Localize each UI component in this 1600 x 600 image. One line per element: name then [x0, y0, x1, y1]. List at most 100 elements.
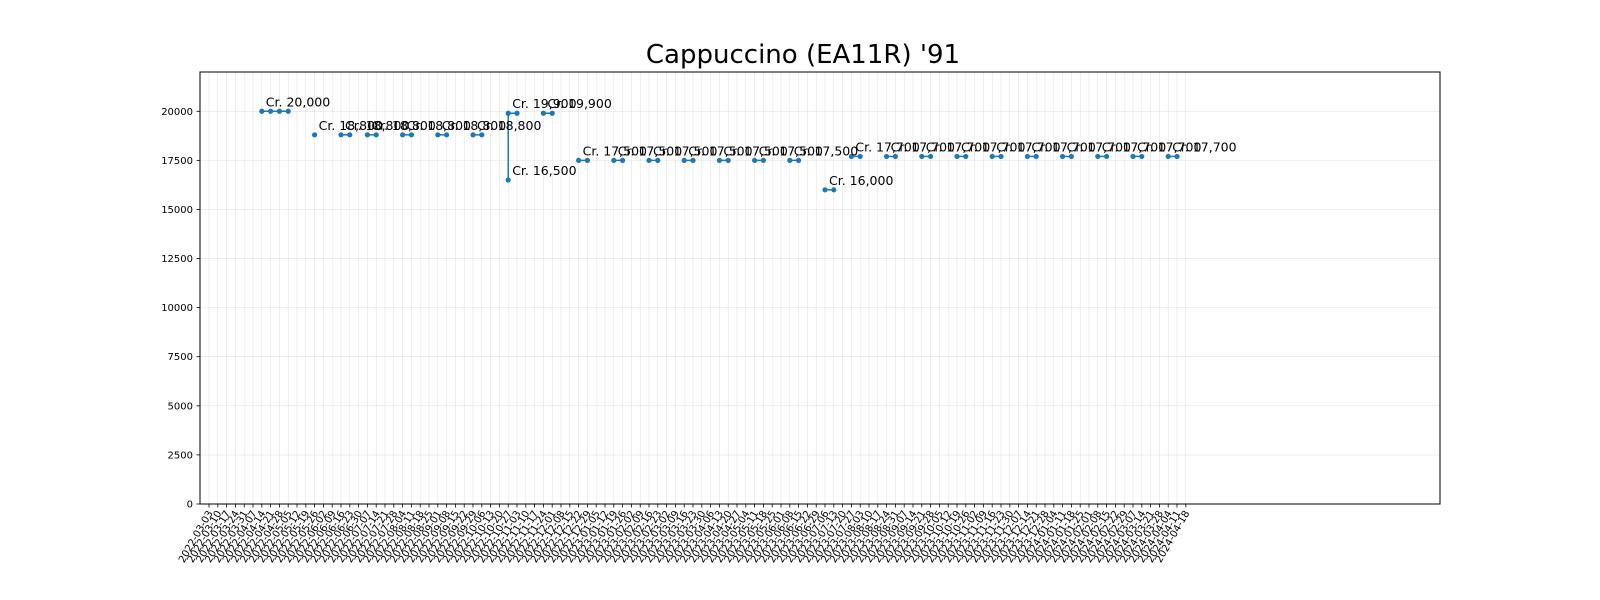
price-annotation: Cr. 18,800	[407, 118, 471, 133]
price-annotation: Cr. 17,700	[961, 139, 1025, 154]
price-point	[285, 108, 291, 114]
price-point	[1068, 153, 1074, 160]
price-point	[373, 132, 379, 138]
price-point	[620, 157, 626, 163]
price-annotation: Cr. 17,700	[855, 139, 919, 154]
price-annotation: Cr. 18,800	[442, 118, 506, 133]
price-annotation: Cr. 17,700	[1102, 139, 1166, 154]
price-annotation: Cr. 17,500	[794, 143, 858, 158]
price-point	[1060, 153, 1066, 160]
price-point	[822, 187, 828, 193]
chart-title: Cappuccino (EA11R) '91	[646, 40, 960, 70]
price-point	[408, 132, 414, 138]
price-point	[514, 110, 520, 116]
price-point	[690, 157, 696, 163]
price-point	[1174, 153, 1180, 160]
price-point	[505, 177, 511, 183]
price-point	[963, 153, 969, 160]
y-axis: 0 2500 5000 7500 10000 12500 15000 17500 20000	[161, 107, 200, 511]
price-annotation: Cr. 18,800	[319, 118, 383, 133]
price-point	[611, 157, 617, 163]
y-tick-label: 17500	[161, 156, 193, 167]
y-tick-label: 2500	[168, 450, 193, 461]
price-point	[400, 132, 406, 138]
price-point	[796, 157, 802, 163]
price-point	[989, 153, 995, 160]
price-point	[752, 157, 758, 163]
price-annotation: Cr. 18,800	[371, 118, 435, 133]
price-point	[1165, 153, 1171, 160]
price-annotation: Cr. 16,500	[512, 163, 576, 178]
price-point	[584, 157, 591, 163]
price-point	[540, 110, 547, 116]
price-annotation: Cr. 19,900	[512, 96, 576, 111]
price-point	[268, 108, 274, 114]
plot-frame	[199, 71, 1441, 505]
price-point	[928, 153, 934, 160]
y-tick-label: 0	[187, 500, 193, 511]
price-point	[338, 132, 344, 138]
price-point	[444, 132, 450, 138]
price-point	[470, 132, 476, 138]
price-annotation: Cr. 19,900	[547, 96, 611, 111]
price-point	[857, 153, 863, 160]
y-tick-label: 10000	[161, 303, 193, 314]
price-annotation: Cr. 17,700	[891, 139, 955, 154]
price-point	[954, 153, 960, 160]
x-axis: 2022-03-032022-03-102022-03-172022-03-24…	[177, 504, 1192, 565]
price-annotation: Cr. 17,700	[1172, 139, 1236, 154]
price-annotation: Cr. 17,500	[618, 143, 682, 158]
price-point	[479, 132, 485, 138]
price-annotation: Cr. 17,500	[583, 143, 647, 158]
price-annotation: Cr. 18,800	[345, 118, 409, 133]
price-point	[884, 153, 890, 160]
price-point	[1033, 153, 1039, 160]
price-annotation: Cr. 17,500	[688, 143, 752, 158]
y-tick-label: 7500	[168, 352, 193, 363]
price-annotation: Cr. 17,500	[759, 143, 823, 158]
price-point	[505, 110, 511, 116]
price-point	[347, 132, 353, 138]
price-point	[655, 157, 661, 163]
price-point	[760, 157, 767, 163]
price-point	[998, 153, 1004, 160]
y-tick-label: 5000	[168, 401, 193, 412]
price-point	[725, 157, 731, 163]
price-point	[576, 157, 582, 163]
price-point	[1139, 153, 1145, 160]
price-series	[259, 108, 1180, 193]
price-annotation: Cr. 17,700	[996, 139, 1060, 154]
price-point	[1104, 153, 1110, 160]
price-point	[549, 110, 555, 116]
price-annotation: Cr. 17,500	[653, 143, 717, 158]
price-point	[892, 153, 899, 160]
price-annotation: Cr. 17,500	[723, 143, 787, 158]
price-point	[831, 187, 837, 193]
price-point	[646, 157, 652, 163]
price-annotation: Cr. 20,000	[266, 94, 330, 109]
price-point	[787, 157, 793, 163]
price-point	[919, 153, 925, 160]
price-point	[312, 132, 318, 138]
price-annotation: Cr. 16,000	[829, 173, 893, 188]
price-point	[364, 132, 370, 138]
y-tick-label: 12500	[161, 254, 193, 265]
price-point	[276, 108, 282, 114]
price-point	[435, 132, 441, 138]
y-tick-label: 15000	[161, 205, 193, 216]
price-point	[259, 108, 265, 114]
price-point	[1095, 153, 1101, 160]
grid-lines	[200, 72, 1440, 505]
price-point	[1024, 153, 1030, 160]
price-annotation: Cr. 17,700	[1067, 139, 1131, 154]
price-annotation: Cr. 17,700	[1137, 139, 1201, 154]
price-point	[1130, 153, 1136, 160]
y-tick-label: 20000	[161, 107, 193, 118]
price-annotation: Cr. 17,700	[926, 139, 990, 154]
price-annotation: Cr. 18,800	[477, 118, 541, 133]
price-point	[716, 157, 723, 163]
price-annotation: Cr. 17,700	[1031, 139, 1095, 154]
